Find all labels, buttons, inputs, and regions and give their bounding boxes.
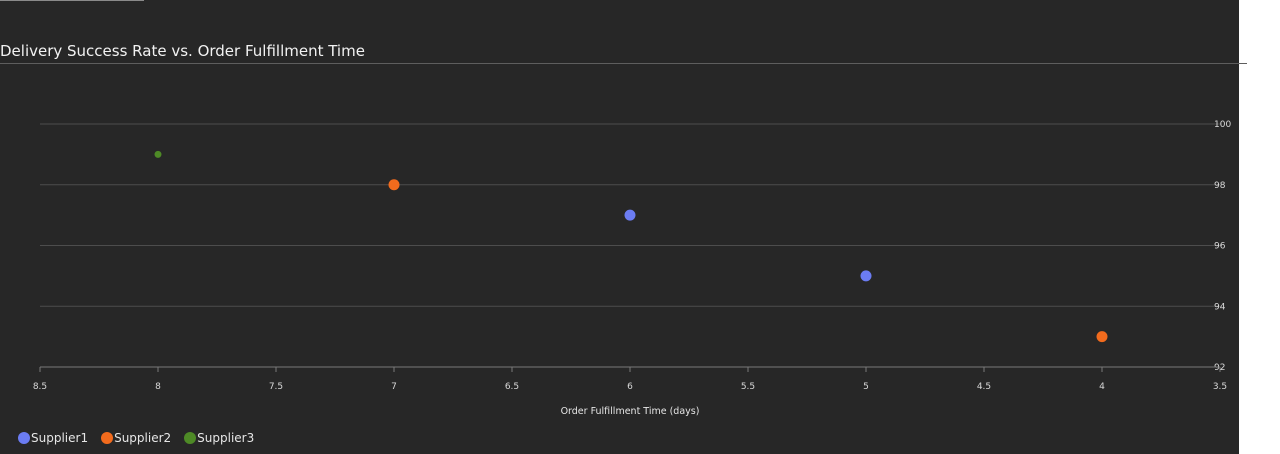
legend-label: Supplier3	[197, 431, 255, 445]
legend-marker	[101, 432, 114, 444]
y-tick-label: 92	[1214, 363, 1225, 373]
data-point-supplier2[interactable]	[388, 179, 400, 191]
legend-label: Supplier1	[31, 431, 89, 445]
legend: Supplier1 Supplier2 Supplier3	[18, 431, 267, 445]
legend-label: Supplier2	[114, 431, 172, 445]
edge-tick	[1239, 63, 1247, 64]
x-tick-label: 5	[863, 382, 869, 392]
x-axis-ticks: 8.5 8 7.5 7 6.5 6 5.5 5 4.5 4 3.5	[33, 367, 1227, 392]
tab-underline	[0, 0, 144, 1]
title-divider	[0, 63, 1239, 64]
x-tick-label: 7.5	[269, 382, 283, 392]
x-axis-title: Order Fulfillment Time (days)	[561, 406, 700, 417]
y-tick-label: 100	[1214, 120, 1231, 130]
data-point-supplier1[interactable]	[624, 209, 636, 221]
y-axis-ticks: 100 98 96 94 92	[1214, 120, 1231, 373]
chart-panel: Delivery Success Rate vs. Order Fulfillm…	[0, 0, 1239, 454]
x-tick-label: 5.5	[741, 382, 755, 392]
scatter-plot: 8.5 8 7.5 7 6.5 6 5.5 5 4.5 4 3.5 100 98 96 94 92 Orde…	[33, 120, 1232, 417]
y-tick-label: 98	[1214, 181, 1226, 191]
data-point-supplier2[interactable]	[1096, 331, 1108, 343]
x-tick-label: 8	[155, 382, 161, 392]
legend-item-supplier2[interactable]: Supplier2	[101, 431, 171, 445]
legend-marker	[18, 432, 30, 444]
chart-title: Delivery Success Rate vs. Order Fulfillm…	[0, 42, 365, 60]
x-tick-label: 6.5	[505, 382, 519, 392]
data-point-supplier3[interactable]	[154, 150, 162, 158]
legend-item-supplier1[interactable]: Supplier1	[18, 431, 88, 445]
x-tick-label: 3.5	[1213, 382, 1227, 392]
x-tick-label: 6	[627, 382, 633, 392]
y-tick-label: 96	[1214, 242, 1226, 252]
x-tick-label: 4.5	[977, 382, 991, 392]
y-tick-label: 94	[1214, 302, 1226, 312]
gridlines	[40, 123, 1222, 307]
x-tick-label: 8.5	[33, 382, 47, 392]
legend-marker	[184, 432, 197, 444]
x-tick-label: 4	[1099, 382, 1105, 392]
data-points	[154, 150, 1108, 343]
x-tick-label: 7	[391, 382, 397, 392]
data-point-supplier1[interactable]	[860, 270, 872, 282]
legend-item-supplier3[interactable]: Supplier3	[184, 431, 254, 445]
